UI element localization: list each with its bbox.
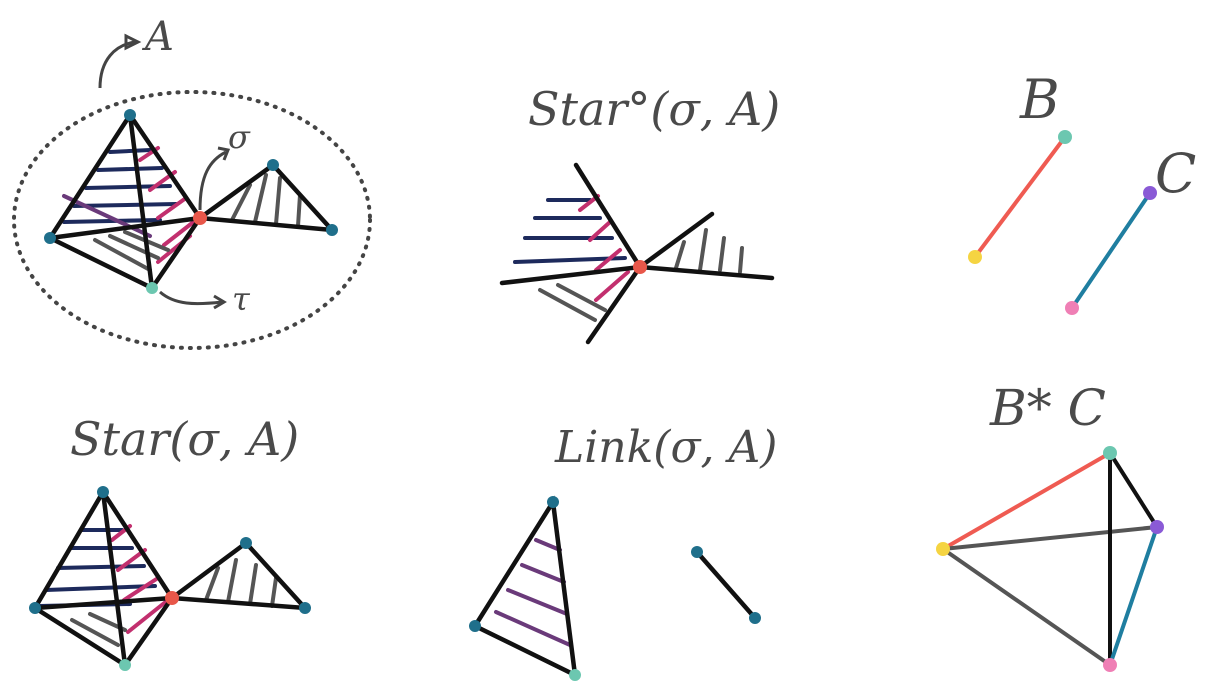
- vertex: [124, 109, 136, 121]
- vertex: [299, 602, 311, 614]
- label-join: B* C: [989, 379, 1106, 437]
- complex-a-panel: A σ τ: [12, 14, 372, 350]
- vertex: [469, 620, 481, 632]
- vertex: [97, 486, 109, 498]
- vertex-sigma: [165, 591, 179, 605]
- edge: [1108, 525, 1159, 667]
- label-tau: τ: [232, 280, 251, 318]
- vertex: [1143, 186, 1157, 200]
- edge-c: [1070, 191, 1152, 310]
- edge-b: [973, 135, 1067, 259]
- edge: [941, 525, 1159, 551]
- vertex-sigma: [633, 260, 647, 274]
- label-sigma: σ: [228, 118, 251, 156]
- vertex-tau: [569, 669, 581, 681]
- label-closed-star: Star(σ, A): [70, 412, 299, 466]
- label-complex-a: A: [141, 14, 174, 60]
- vertex: [240, 537, 252, 549]
- arrow-head-a: [124, 33, 142, 51]
- vertex: [968, 250, 982, 264]
- vertex: [749, 612, 761, 624]
- vertex: [1103, 446, 1117, 460]
- label-open-star: Star°(σ, A): [528, 82, 780, 136]
- arrow-head-sigma: [217, 146, 231, 161]
- label-complex-b: B: [1019, 68, 1060, 131]
- open-star-panel: Star°(σ, A): [499, 82, 780, 345]
- arrow-to-tau: [159, 290, 223, 306]
- complexes-b-c-panel: B C: [968, 68, 1196, 315]
- vertex: [936, 542, 950, 556]
- vertex: [1058, 130, 1072, 144]
- arrow-head-tau: [213, 294, 227, 310]
- edge: [941, 547, 1112, 667]
- arrow-to-sigma: [198, 150, 227, 211]
- vertex: [326, 224, 338, 236]
- edge: [1108, 451, 1159, 529]
- vertex: [547, 496, 559, 508]
- join-panel: B* C: [936, 379, 1164, 672]
- arrow-to-a-label: [98, 40, 136, 89]
- vertex-tau: [146, 282, 158, 294]
- label-link: Link(σ, A): [554, 422, 777, 473]
- vertex: [44, 232, 56, 244]
- vertex: [1103, 658, 1117, 672]
- link-panel: Link(σ, A): [469, 422, 777, 681]
- vertex: [1065, 301, 1079, 315]
- vertex: [1150, 520, 1164, 534]
- edge: [941, 451, 1112, 551]
- complex-a-boundary: [12, 90, 372, 350]
- vertex: [691, 546, 703, 558]
- vertex: [29, 602, 41, 614]
- label-complex-c: C: [1155, 142, 1196, 205]
- vertex-tau: [119, 659, 131, 671]
- vertex-sigma: [193, 211, 207, 225]
- vertex: [267, 159, 279, 171]
- closed-star-panel: Star(σ, A): [29, 412, 311, 671]
